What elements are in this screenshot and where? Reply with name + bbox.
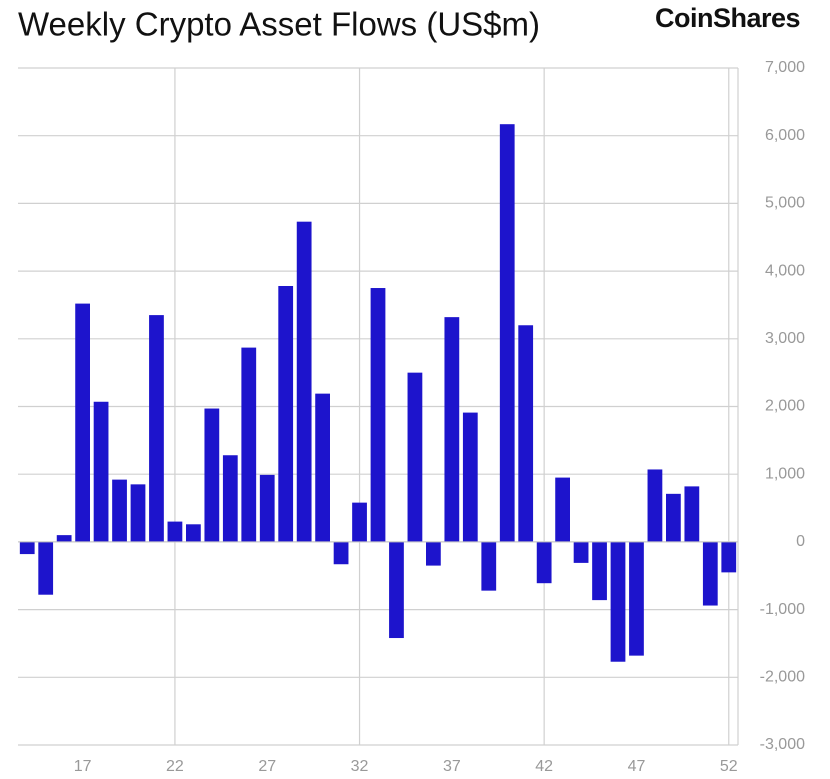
- bar: [573, 541, 589, 563]
- bar: [204, 408, 220, 542]
- bar: [702, 541, 718, 606]
- y-tick-label: 0: [796, 533, 805, 550]
- x-tick-label: 47: [628, 758, 646, 775]
- x-tick-label: 52: [720, 758, 738, 775]
- bar: [75, 303, 90, 542]
- bar: [241, 347, 257, 542]
- bar: [555, 477, 570, 542]
- bar: [352, 502, 367, 542]
- bar: [296, 221, 312, 542]
- bar: [518, 325, 534, 542]
- bar: [684, 486, 700, 542]
- bar: [370, 288, 386, 542]
- x-tick-label: 27: [258, 758, 276, 775]
- bar: [444, 317, 460, 542]
- bar: [56, 535, 72, 542]
- y-tick-label: 7,000: [765, 59, 805, 76]
- bar: [186, 524, 201, 542]
- x-tick-label: 17: [74, 758, 92, 775]
- bar: [666, 493, 681, 542]
- y-tick-label: 4,000: [765, 262, 805, 279]
- bar: [407, 372, 423, 542]
- y-tick-label: 5,000: [765, 195, 805, 212]
- bar: [112, 479, 127, 542]
- bar: [149, 315, 164, 542]
- bar: [499, 124, 515, 542]
- y-tick-label: 6,000: [765, 127, 805, 144]
- bar: [389, 541, 404, 639]
- chart-title: Weekly Crypto Asset Flows (US$m): [18, 6, 540, 43]
- brand-logo: CoinShares: [655, 3, 800, 33]
- y-tick-label: 1,000: [765, 465, 805, 482]
- bar: [259, 474, 275, 542]
- bar: [167, 521, 183, 542]
- x-tick-label: 32: [351, 758, 369, 775]
- bar: [278, 285, 294, 542]
- y-tick-label: -2,000: [760, 669, 805, 686]
- bar: [610, 541, 626, 662]
- bar: [592, 541, 607, 601]
- bar: [315, 393, 330, 542]
- y-tick-label: 2,000: [765, 398, 805, 415]
- bar: [647, 469, 663, 542]
- y-tick-label: 3,000: [765, 330, 805, 347]
- bar: [333, 541, 349, 565]
- bar: [481, 541, 497, 591]
- bar: [93, 401, 109, 542]
- bar: [19, 541, 35, 555]
- y-tick-label: -1,000: [760, 601, 805, 618]
- x-tick-label: 42: [535, 758, 553, 775]
- bar: [130, 484, 146, 542]
- bar: [426, 541, 441, 566]
- x-tick-label: 37: [443, 758, 461, 775]
- bar: [536, 541, 552, 584]
- bar: [462, 412, 478, 542]
- bar: [629, 541, 644, 656]
- y-tick-label: -3,000: [760, 736, 805, 753]
- bar: [721, 541, 737, 573]
- x-tick-label: 22: [166, 758, 184, 775]
- bar: [222, 455, 238, 542]
- bar: [38, 541, 54, 595]
